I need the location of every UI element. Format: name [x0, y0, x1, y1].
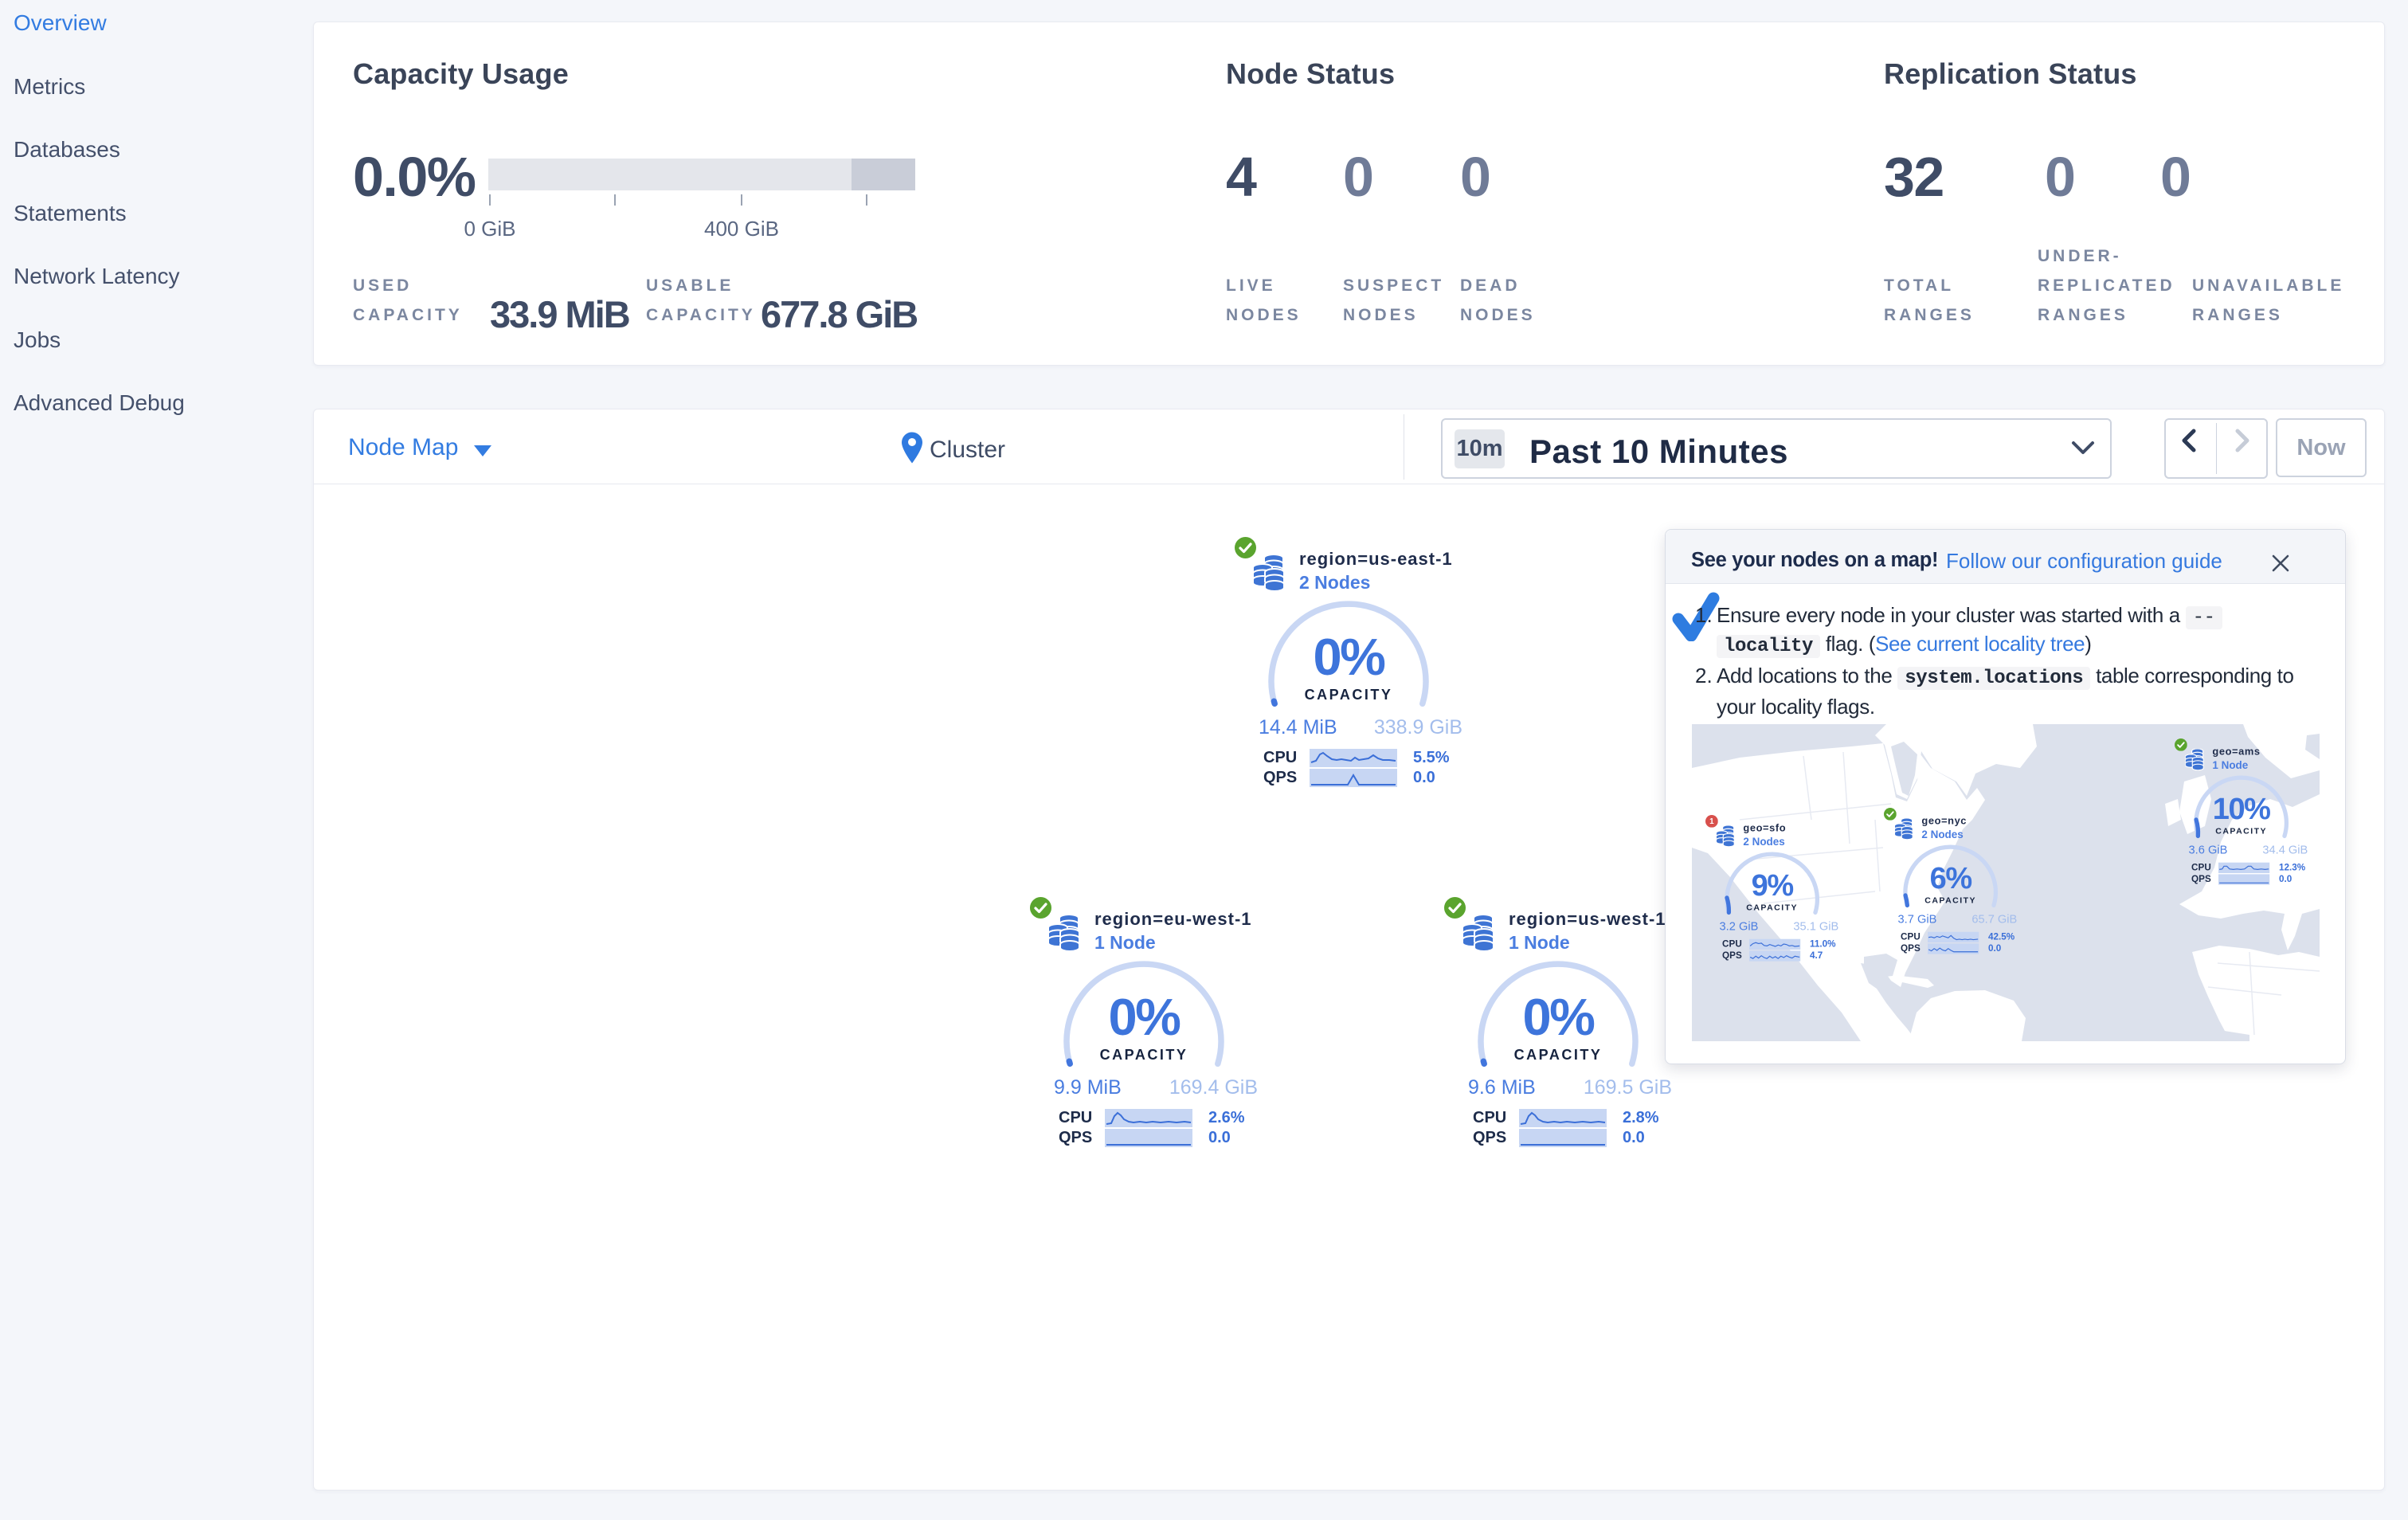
svg-text:1: 1: [1709, 817, 1714, 826]
